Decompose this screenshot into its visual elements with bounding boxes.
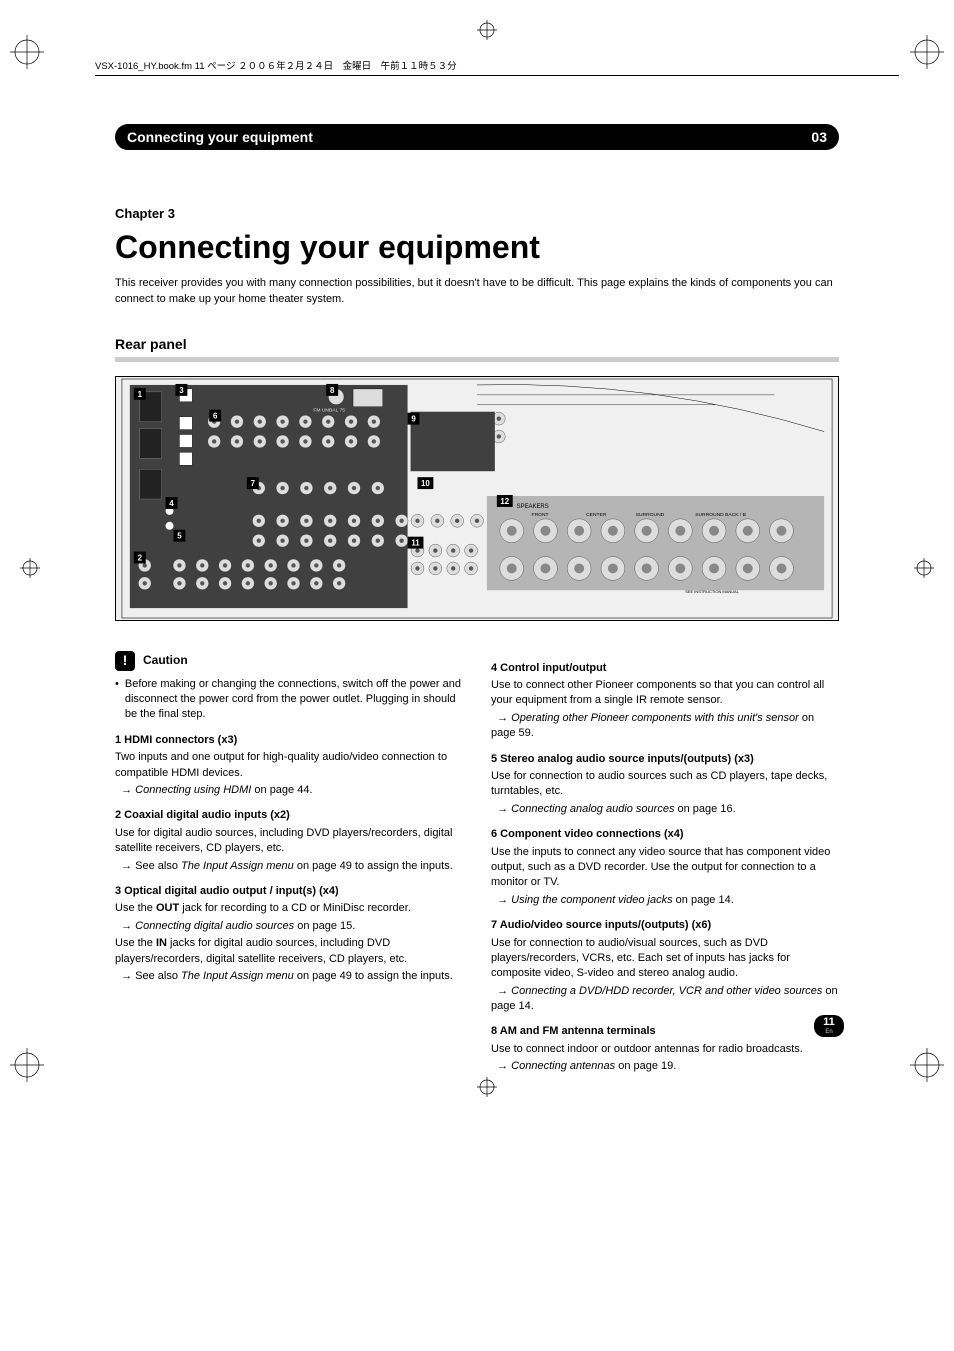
section-header-title: Connecting your equipment <box>127 128 313 148</box>
item-body: Use the inputs to connect any video sour… <box>491 845 839 891</box>
bullet-icon: • <box>115 677 119 723</box>
svg-text:7: 7 <box>251 479 256 488</box>
section-header-number: 03 <box>811 128 827 148</box>
item-heading: 2 Coaxial digital audio inputs (x2) <box>115 808 463 823</box>
caution-text: Before making or changing the connection… <box>125 677 463 723</box>
item-ref: → See also The Input Assign menu on page… <box>115 859 463 874</box>
item-body: Use to connect indoor or outdoor antenna… <box>491 1042 839 1057</box>
page-number-badge: 11 En <box>814 1015 844 1037</box>
svg-text:SEE INSTRUCTION MANUAL: SEE INSTRUCTION MANUAL <box>685 589 739 594</box>
section-divider <box>115 357 839 362</box>
item-ref: → Operating other Pioneer components wit… <box>491 711 839 742</box>
caution-bullet: • Before making or changing the connecti… <box>115 677 463 723</box>
item-ref: → Connecting a DVD/HDD recorder, VCR and… <box>491 984 839 1015</box>
svg-text:SURROUND BACK / B: SURROUND BACK / B <box>695 512 746 518</box>
doc-metadata-line: VSX-1016_HY.book.fm 11 ページ ２００６年２月２４日 金曜… <box>95 60 899 76</box>
crop-mark-icon <box>910 1048 944 1082</box>
svg-text:SURROUND: SURROUND <box>636 512 665 518</box>
crop-mark-icon <box>20 558 40 578</box>
item-body: Use for connection to audio/visual sourc… <box>491 936 839 982</box>
item-heading: 6 Component video connections (x4) <box>491 827 839 842</box>
description-columns: ! Caution • Before making or changing th… <box>115 651 839 1077</box>
svg-text:CENTER: CENTER <box>586 512 607 518</box>
right-column: 4 Control input/output Use to connect oth… <box>491 651 839 1077</box>
item-heading: 8 AM and FM antenna terminals <box>491 1024 839 1039</box>
item-ref: → Using the component video jacks on pag… <box>491 893 839 908</box>
item-body: Use for digital audio sources, including… <box>115 826 463 857</box>
svg-text:FRONT: FRONT <box>532 512 549 518</box>
crop-mark-icon <box>10 1048 44 1082</box>
svg-text:1: 1 <box>138 389 143 398</box>
caution-label: Caution <box>143 652 188 669</box>
svg-text:10: 10 <box>421 479 430 488</box>
svg-text:3: 3 <box>179 386 184 395</box>
crop-mark-icon <box>910 35 944 69</box>
intro-paragraph: This receiver provides you with many con… <box>115 276 839 307</box>
item-ref: → See also The Input Assign menu on page… <box>115 969 463 984</box>
main-title: Connecting your equipment <box>115 225 839 270</box>
crop-mark-icon <box>477 20 497 40</box>
item-heading: 7 Audio/video source inputs/(outputs) (x… <box>491 918 839 933</box>
crop-mark-icon <box>914 558 934 578</box>
item-body: Use the IN jacks for digital audio sourc… <box>115 936 463 967</box>
svg-text:2: 2 <box>138 553 143 562</box>
rear-panel-heading: Rear panel <box>115 335 839 355</box>
svg-text:5: 5 <box>177 531 182 540</box>
item-body: Use to connect other Pioneer components … <box>491 678 839 709</box>
item-ref: → Connecting digital audio sources on pa… <box>115 919 463 934</box>
caution-block: ! Caution <box>115 651 463 671</box>
item-heading: 3 Optical digital audio output / input(s… <box>115 884 463 899</box>
item-body: Two inputs and one output for high-quali… <box>115 750 463 781</box>
item-heading: 5 Stereo analog audio source inputs/(out… <box>491 752 839 767</box>
svg-text:FM UNBAL 75: FM UNBAL 75 <box>313 407 345 413</box>
svg-text:4: 4 <box>169 499 174 508</box>
item-ref: → Connecting analog audio sources on pag… <box>491 802 839 817</box>
item-heading: 4 Control input/output <box>491 661 839 676</box>
svg-text:8: 8 <box>330 386 335 395</box>
chapter-label: Chapter 3 <box>115 205 839 223</box>
page-number: 11 <box>823 1017 835 1028</box>
rear-panel-diagram: FM UNBAL 75 SPEAKERS FRONT CENTER SURROU… <box>115 376 839 621</box>
crop-mark-icon <box>10 35 44 69</box>
left-column: ! Caution • Before making or changing th… <box>115 651 463 1077</box>
item-ref: → Connecting using HDMI on page 44. <box>115 783 463 798</box>
svg-text:6: 6 <box>213 411 218 420</box>
svg-text:12: 12 <box>500 497 509 506</box>
svg-text:9: 9 <box>411 414 416 423</box>
caution-icon: ! <box>115 651 135 671</box>
crop-mark-icon <box>477 1077 497 1097</box>
page-content: VSX-1016_HY.book.fm 11 ページ ２００６年２月２４日 金曜… <box>0 40 954 1077</box>
item-heading: 1 HDMI connectors (x3) <box>115 733 463 748</box>
item-body: Use for connection to audio sources such… <box>491 769 839 800</box>
section-header-band: Connecting your equipment 03 <box>115 124 839 150</box>
item-ref: → Connecting antennas on page 19. <box>491 1059 839 1074</box>
item-body: Use the OUT jack for recording to a CD o… <box>115 901 463 916</box>
page-lang: En <box>825 1029 832 1035</box>
svg-text:SPEAKERS: SPEAKERS <box>517 504 549 510</box>
svg-text:11: 11 <box>411 538 420 547</box>
